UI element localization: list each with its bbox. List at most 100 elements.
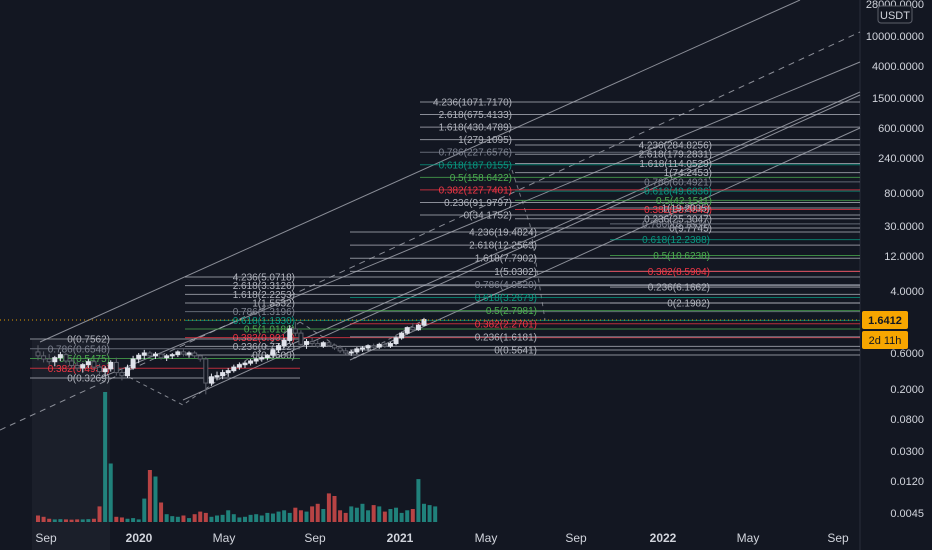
candle-body — [354, 348, 360, 353]
candle-body — [108, 361, 114, 370]
volume-bar — [91, 518, 96, 522]
current-price-marker: 1.6412 2d 11h — [0, 311, 908, 349]
x-tick-label: Sep — [565, 531, 587, 545]
volume-bar — [58, 519, 63, 522]
current-price-badge — [862, 311, 908, 329]
x-tick-label: Sep — [827, 531, 849, 545]
fibonacci-levels: 4.236(5.0718)2.618(3.3126)1.618(2.2253)1… — [30, 98, 860, 385]
volume-bar — [321, 509, 326, 522]
volume-bar — [220, 514, 225, 522]
y-axis[interactable]: 28000.000010000.00004000.00001500.000060… — [866, 0, 924, 520]
volume-bar — [287, 512, 292, 522]
candle-body — [186, 352, 192, 355]
candle-body — [130, 358, 136, 369]
highlight-zone — [32, 340, 110, 550]
candle-body — [343, 350, 349, 354]
plot-background — [0, 0, 860, 550]
volume-bar — [394, 507, 399, 522]
candle-body — [208, 376, 214, 384]
volume-bar — [433, 506, 438, 522]
candle-body — [175, 351, 181, 356]
candle-body — [158, 353, 164, 359]
volume-bar — [254, 514, 259, 522]
volume-bar — [237, 517, 242, 522]
fib-level-label: 4.236(1071.7170) — [433, 98, 512, 109]
volume-bar — [215, 515, 220, 522]
volume-bar — [131, 518, 136, 522]
volume-bar — [416, 479, 421, 522]
volume-bar — [108, 463, 113, 522]
y-tick-label: 0.0800 — [890, 414, 924, 426]
volume-bars — [36, 392, 438, 522]
current-price-label: 1.6412 — [868, 315, 902, 327]
x-axis[interactable]: Sep 2020 May Sep 2021 May Sep 2022 May Sep — [35, 531, 849, 545]
volume-bar — [181, 515, 186, 522]
candle-body — [125, 367, 131, 377]
x-tick-label: 2021 — [387, 531, 414, 545]
volume-bar — [427, 505, 432, 522]
candle-body — [102, 368, 108, 373]
fib-level-label: 2.618(179.2831) — [639, 150, 712, 161]
y-tick-label: 0.2000 — [890, 384, 924, 396]
candle-body — [46, 358, 52, 363]
fib-level-label: 0.618(12.2388) — [642, 235, 710, 246]
fib-level-label: 0.786(60.4921) — [644, 177, 712, 188]
candle-body — [147, 352, 153, 357]
volume-bar — [142, 498, 147, 522]
y-tick-label: 0.0120 — [890, 476, 924, 488]
fib-level-label: 0.786(1.3196) — [233, 307, 295, 318]
candle-body — [331, 344, 337, 349]
candle-body — [270, 349, 276, 356]
fib-level-label: 1.618(114.0529) — [639, 159, 712, 170]
y-tick-label: 30.0000 — [884, 221, 924, 233]
candle-body — [80, 364, 86, 369]
fib-level-label: 0.382(2.2701) — [475, 319, 537, 330]
volume-bar — [326, 493, 331, 522]
fib-level-label: 0.236(25.3047) — [644, 214, 712, 225]
candle-body — [63, 354, 69, 362]
candle-body — [236, 364, 242, 368]
candlesticks — [35, 317, 427, 395]
y-tick-label: 80.0000 — [884, 188, 924, 200]
candle-body — [41, 355, 47, 360]
candle-body — [119, 372, 125, 377]
candle-body — [220, 372, 226, 377]
fib-level-label: 0(0.7562) — [67, 335, 110, 346]
pattern-zigzag — [511, 169, 546, 321]
candle-body — [371, 345, 377, 348]
candle-body — [393, 337, 399, 345]
volume-bar — [75, 519, 80, 522]
volume-bar — [248, 514, 253, 522]
volume-bar — [103, 392, 108, 522]
y-tick-label: 4000.0000 — [872, 61, 924, 73]
candle-body — [214, 375, 220, 378]
fib-level-label: 1(279.1095) — [458, 135, 512, 146]
y-tick-label: 4.0000 — [890, 286, 924, 298]
volume-bar — [405, 510, 410, 522]
fib-level-label: 2.618(3.3126) — [233, 281, 295, 292]
candle-body — [298, 332, 304, 345]
fib-level-label: 0.236(6.1662) — [648, 283, 710, 294]
volume-bar — [310, 506, 315, 522]
volume-bar — [343, 512, 348, 522]
volume-bar — [242, 516, 247, 522]
volume-bar — [332, 496, 337, 522]
volume-bar — [399, 512, 404, 522]
candle-body — [69, 360, 75, 366]
candle-body — [387, 343, 393, 347]
x-tick-label: 2022 — [650, 531, 677, 545]
volume-bar — [270, 513, 275, 522]
fib-level-label: 0.236(0.7712) — [233, 342, 295, 353]
candle-body — [410, 327, 416, 331]
candle-body — [309, 341, 315, 345]
candle-body — [248, 360, 254, 364]
volume-bar — [282, 510, 287, 522]
fib-level-label: 2.618(12.2563) — [469, 241, 537, 252]
y-tick-label: 1500.0000 — [872, 93, 924, 105]
x-tick-label: Sep — [304, 531, 326, 545]
candle-body — [97, 366, 103, 373]
shaded-region — [32, 340, 110, 550]
candle-body — [164, 355, 170, 359]
volume-bar — [377, 506, 382, 522]
